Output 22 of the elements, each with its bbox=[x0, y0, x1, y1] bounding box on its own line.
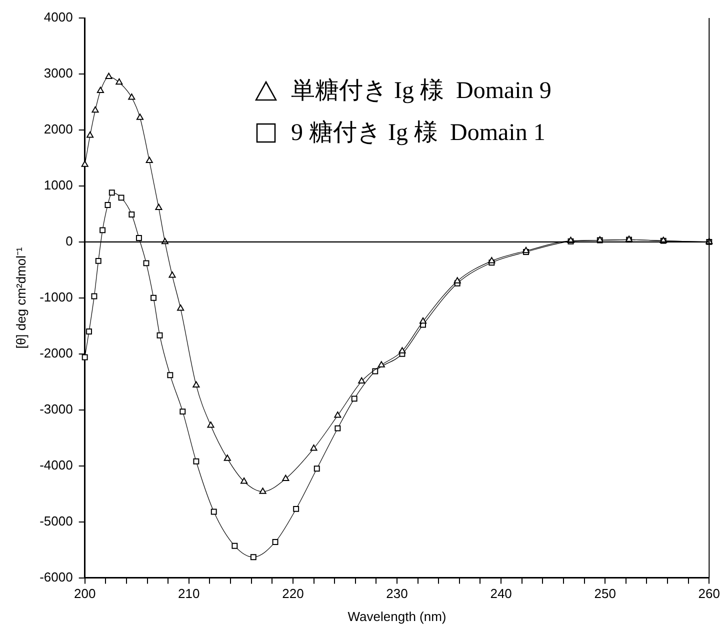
y-tick-label: -5000 bbox=[40, 513, 73, 528]
y-tick-label: 0 bbox=[66, 234, 73, 248]
legend-label: 単糖付き Ig 様 Domain 9 bbox=[291, 77, 552, 106]
y-tick-label: -4000 bbox=[40, 457, 73, 472]
x-tick-label: 260 bbox=[698, 586, 720, 602]
x-tick-label: 220 bbox=[282, 586, 304, 602]
y-axis-title: [θ] deg cm²dmol⁻¹ bbox=[13, 246, 28, 349]
x-tick-label: 230 bbox=[386, 586, 408, 602]
y-tick-label: 2000 bbox=[44, 122, 73, 137]
y-tick-label: -2000 bbox=[40, 345, 73, 360]
x-tick-label: 240 bbox=[490, 586, 512, 602]
x-tick-label: 210 bbox=[178, 586, 200, 602]
y-tick-label: -1000 bbox=[40, 289, 73, 304]
y-tick-label: -3000 bbox=[40, 401, 73, 416]
y-tick-label: -6000 bbox=[40, 569, 73, 584]
legend-label: 9 糖付き Ig 様 Domain 1 bbox=[291, 119, 546, 148]
x-tick-label: 200 bbox=[74, 586, 96, 602]
x-axis-title: Wavelength (nm) bbox=[348, 608, 446, 624]
y-tick-label: 3000 bbox=[44, 66, 73, 81]
y-tick-label: 4000 bbox=[44, 10, 73, 25]
x-tick-label: 250 bbox=[594, 586, 616, 602]
y-tick-label: 1000 bbox=[44, 178, 73, 193]
